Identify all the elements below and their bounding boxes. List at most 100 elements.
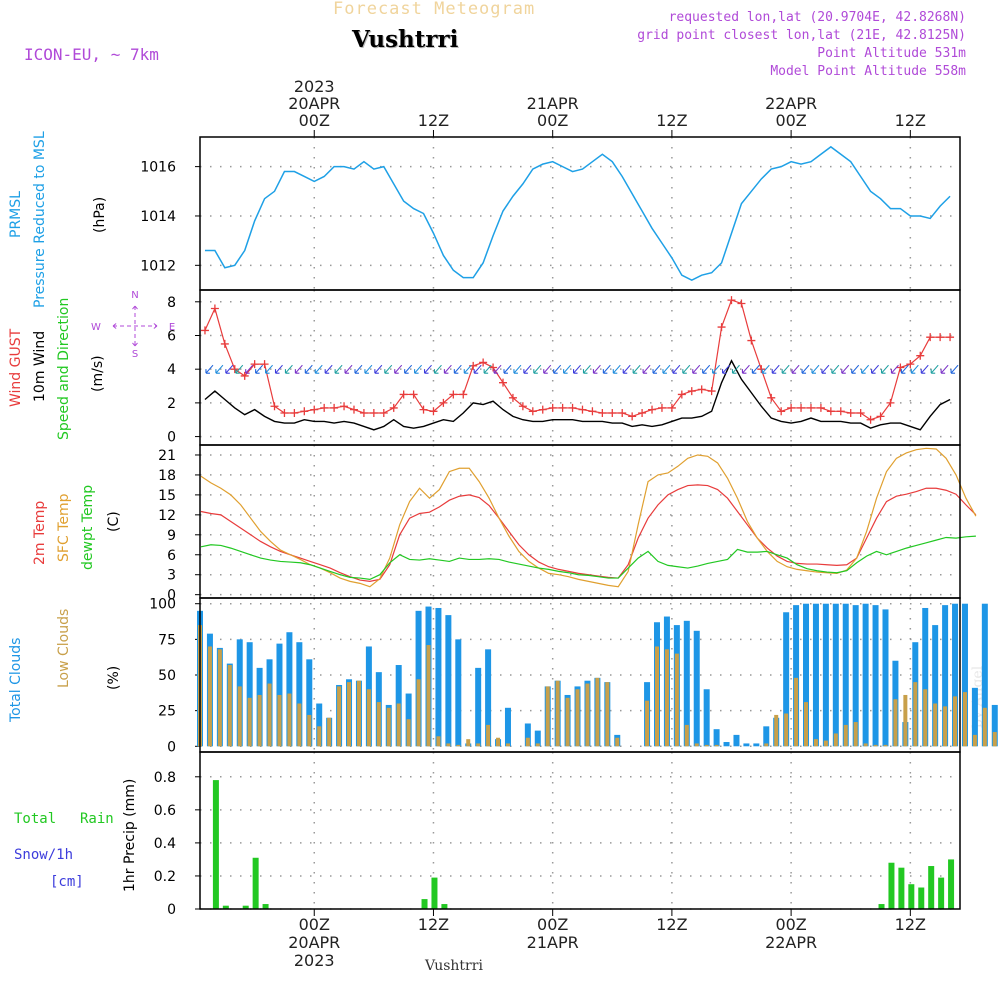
wind-direction-arrow	[473, 364, 482, 374]
model-label: ICON-EU, ~ 7km	[24, 45, 159, 64]
snow-label: Snow/1h	[14, 847, 74, 863]
wind-direction-arrow	[741, 364, 750, 374]
total-cloud-bar	[872, 605, 879, 747]
wind-direction-arrow	[751, 364, 760, 374]
rain-bar	[421, 899, 428, 909]
wind-direction-arrow	[483, 364, 492, 374]
top-time-label: 12Z	[418, 111, 449, 130]
temp-dewpt-line	[200, 535, 976, 580]
gust-point	[777, 407, 786, 416]
gust-point	[499, 378, 508, 387]
rain-bar	[928, 866, 935, 909]
low-cloud-bar	[615, 737, 620, 747]
gust-point	[340, 402, 349, 411]
wind-direction-arrow	[831, 364, 840, 374]
total-cloud-bar	[286, 632, 293, 747]
gust-point	[886, 398, 895, 407]
total-cloud-bar	[852, 605, 859, 747]
gust-point	[578, 405, 587, 414]
rain-label: Rain	[80, 811, 114, 827]
bottom-time-label: 00Z	[537, 915, 568, 934]
gust-point	[737, 299, 746, 308]
low-cloud-bar	[386, 707, 391, 747]
total-cloud-bar	[942, 605, 949, 747]
gust-point	[538, 405, 547, 414]
low-cloud-bar	[595, 677, 600, 747]
wind-direction-arrow	[841, 364, 850, 374]
ytick-label-temp: 0	[167, 588, 176, 604]
low-cloud-bar	[704, 744, 709, 747]
wind-direction-arrow	[761, 364, 770, 374]
model-altitude: Model Point Altitude 558m	[770, 64, 966, 79]
wind-direction-arrow	[384, 364, 393, 374]
ytick-label-temp: 12	[158, 508, 176, 524]
low-cloud-bar	[525, 737, 530, 747]
low-cloud-bar	[933, 703, 938, 747]
compass-rose-icon	[112, 305, 158, 347]
total-cloud-bar	[693, 630, 700, 747]
low-cloud-bar	[674, 653, 679, 747]
gust-point	[558, 403, 567, 412]
bottom-time-label: 00Z	[299, 915, 330, 934]
rain-bar	[212, 780, 219, 909]
low-cloud-bar	[486, 724, 491, 747]
wind-direction-arrow	[731, 364, 740, 374]
wind-direction-arrow	[314, 364, 323, 374]
gust-point	[330, 403, 339, 412]
gust-point	[946, 333, 955, 342]
ytick-label-precip: 0.6	[154, 803, 176, 819]
ytick-label-temp: 21	[158, 448, 176, 464]
top-time-label: 00Z	[775, 111, 806, 130]
total-cloud-bar	[683, 620, 690, 747]
wind-direction-arrow	[612, 364, 621, 374]
wind-direction-arrow	[861, 364, 870, 374]
ytick-label-clouds: 50	[158, 668, 176, 684]
low-cloud-bar	[605, 682, 610, 747]
low-cloud-bar	[337, 686, 342, 747]
low-cloud-bar	[813, 739, 818, 747]
total-cloud-bar	[475, 667, 482, 747]
gust-point	[310, 405, 319, 414]
bottom-time-label: 20APR	[288, 933, 340, 952]
low-cloud-bar	[416, 679, 421, 747]
low-cloud-bar	[853, 722, 858, 747]
low-cloud-bar	[992, 732, 997, 747]
gust-point	[856, 408, 865, 417]
wind-direction-arrow	[930, 364, 939, 374]
low-cloud-bar	[575, 689, 580, 747]
wind-direction-arrow	[821, 364, 830, 374]
low-cloud-bar	[257, 694, 262, 747]
wind-direction-arrow	[791, 364, 800, 374]
low-cloud-bar	[565, 697, 570, 747]
wind-direction-arrow	[394, 364, 403, 374]
low-cloud-bar	[327, 717, 332, 747]
ytick-label-precip: 0.4	[154, 836, 176, 852]
gust-point	[628, 412, 637, 421]
gust-point	[369, 408, 378, 417]
low-cloud-bar	[794, 677, 799, 747]
gust-point	[667, 403, 676, 412]
gust-point	[439, 398, 448, 407]
gust-point	[906, 360, 915, 369]
wind-direction-arrow	[771, 364, 780, 374]
wind-direction-arrow	[920, 364, 929, 374]
total-cloud-bar	[733, 734, 740, 747]
gust-point	[300, 407, 309, 416]
gust-point	[826, 407, 835, 416]
grid-point-coords: grid point closest lon,lat (21E, 42.8125…	[637, 28, 966, 43]
wind-direction-arrow	[880, 364, 889, 374]
gust-point	[389, 403, 398, 412]
rain-bar	[908, 884, 915, 909]
wind-direction-arrow	[950, 364, 959, 374]
gust-point	[230, 365, 239, 374]
wind-direction-arrow	[652, 364, 661, 374]
rain-bar	[431, 877, 438, 909]
total-cloud-bar	[723, 742, 730, 747]
gust-point	[459, 390, 468, 399]
gust-point	[429, 407, 438, 416]
bottom-time-label: 22APR	[765, 933, 817, 952]
low-cloud-bar	[883, 744, 888, 747]
total-cloud-bar	[803, 603, 810, 747]
gust-point	[846, 408, 855, 417]
ytick-label-wind: 6	[167, 328, 176, 344]
